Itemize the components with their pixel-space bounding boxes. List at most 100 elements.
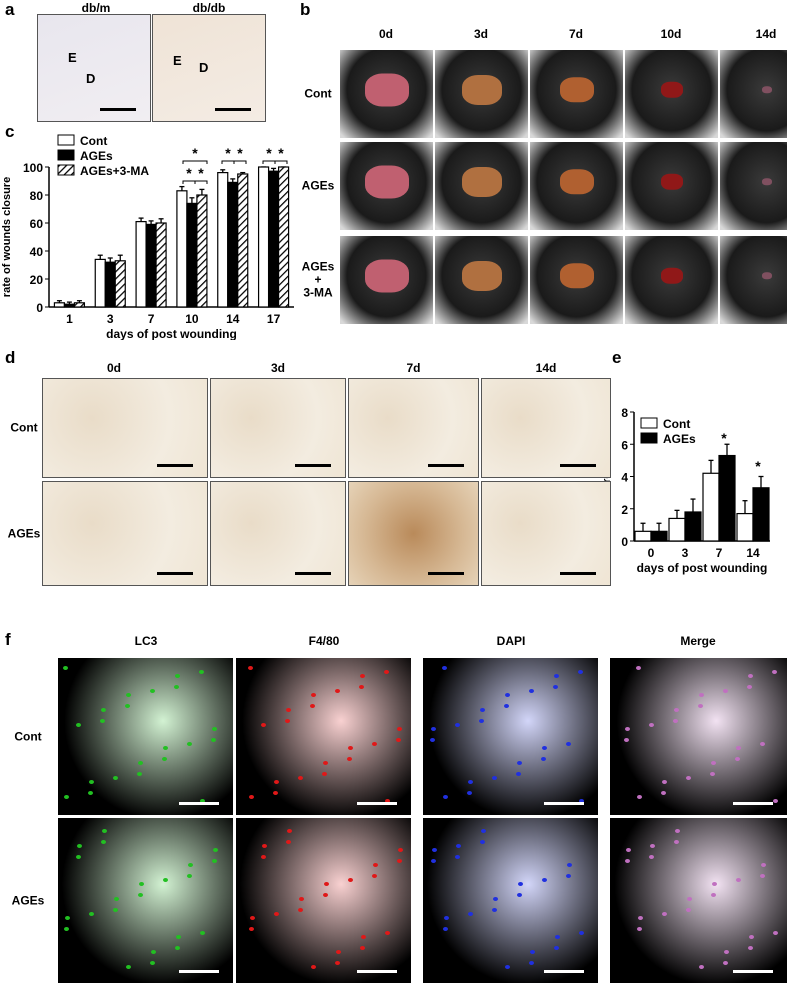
y-tick-label: 100 <box>23 161 43 175</box>
significance-bracket <box>262 160 276 164</box>
epidermis-marker: E <box>68 50 77 65</box>
y-tick-label: 40 <box>30 245 44 259</box>
wound-area <box>660 81 683 98</box>
wound-photo <box>625 142 718 230</box>
cell <box>468 912 473 916</box>
column-header-7d: 7d <box>406 361 421 375</box>
row-label-AGEs: AGEs <box>11 893 45 907</box>
cell <box>675 829 680 833</box>
wound-photo <box>720 142 787 230</box>
cell <box>212 859 217 863</box>
cell <box>518 882 523 886</box>
wound-area <box>559 262 594 289</box>
cell <box>211 738 216 742</box>
column-header-14d: 14d <box>535 361 557 375</box>
fluorescence-image <box>610 658 787 815</box>
cell <box>553 685 558 689</box>
legend-label: AGEs <box>663 432 696 446</box>
bar-Cont-3 <box>668 517 686 542</box>
cell <box>114 897 119 901</box>
cell <box>711 761 716 765</box>
fluorescence-image <box>610 818 787 983</box>
scale-bar <box>357 802 397 805</box>
cell <box>64 927 69 931</box>
cell <box>200 931 205 935</box>
cell <box>686 776 691 780</box>
cell <box>723 961 728 965</box>
wound-area <box>461 74 502 105</box>
cell <box>212 727 217 731</box>
cell <box>542 746 547 750</box>
cell <box>567 863 572 867</box>
cell <box>126 693 131 697</box>
dermis-marker: D <box>199 60 209 75</box>
ihc-image <box>42 378 208 478</box>
cell <box>396 738 401 742</box>
fluorescence-image <box>236 818 411 983</box>
cell <box>323 761 328 765</box>
cell <box>286 708 291 712</box>
cell <box>101 840 106 844</box>
significance-star: * <box>237 145 243 161</box>
cell <box>541 757 546 761</box>
cell <box>579 931 584 935</box>
bar-AGEs-7 <box>718 454 736 542</box>
cell <box>65 916 70 920</box>
cell <box>673 719 678 723</box>
y-tick-label: 20 <box>30 273 44 287</box>
bar-AGEs-3 <box>684 511 702 542</box>
y-tick-label: 80 <box>30 189 44 203</box>
cell <box>637 927 642 931</box>
cell <box>542 878 547 882</box>
cell <box>578 670 583 674</box>
column-header-7d: 7d <box>568 27 584 41</box>
cell <box>285 719 290 723</box>
wound-area <box>461 166 502 197</box>
wound-photo <box>530 142 623 230</box>
wound-photo <box>720 236 787 324</box>
cell <box>385 931 390 935</box>
cell <box>273 791 278 795</box>
cell <box>261 723 266 727</box>
cell <box>637 795 642 799</box>
scale-bar <box>733 970 773 973</box>
cell <box>579 799 584 803</box>
cell <box>335 689 340 693</box>
wound-area <box>559 76 594 103</box>
cell <box>468 780 473 784</box>
y-axis-label: rate of wounds closure <box>1 177 13 297</box>
y-tick-label: 2 <box>621 503 628 517</box>
cell <box>261 855 266 859</box>
significance-bracket <box>221 160 235 164</box>
fluorescence-image <box>423 658 598 815</box>
bar-AGEs+3-MA-17 <box>277 166 290 308</box>
cell <box>398 848 403 852</box>
title-db-m: db/m <box>81 1 111 15</box>
scale-bar <box>295 464 331 467</box>
cell <box>359 685 364 689</box>
cell <box>456 844 461 848</box>
cell <box>100 719 105 723</box>
ihc-image <box>42 481 208 586</box>
cell <box>274 780 279 784</box>
wound-area <box>761 85 772 94</box>
wound-area <box>559 168 594 195</box>
row-label-AGEs: AGEs <box>7 526 41 540</box>
ihc-image <box>210 481 346 586</box>
panel-label-f: f <box>5 630 11 649</box>
cell <box>77 844 82 848</box>
cell <box>699 693 704 697</box>
cell <box>126 965 131 969</box>
cell <box>101 708 106 712</box>
legend-label: AGEs+3-MA <box>80 164 149 178</box>
cell <box>63 666 68 670</box>
column-header-0d: 0d <box>378 27 394 41</box>
x-tick-label: 1 <box>66 312 73 326</box>
x-axis-label: days of post wounding <box>106 327 237 340</box>
cell <box>102 829 107 833</box>
significance-star: * <box>192 145 198 161</box>
legend-swatch <box>57 164 75 176</box>
scale-bar <box>544 970 584 973</box>
fluorescence-image <box>236 658 411 815</box>
